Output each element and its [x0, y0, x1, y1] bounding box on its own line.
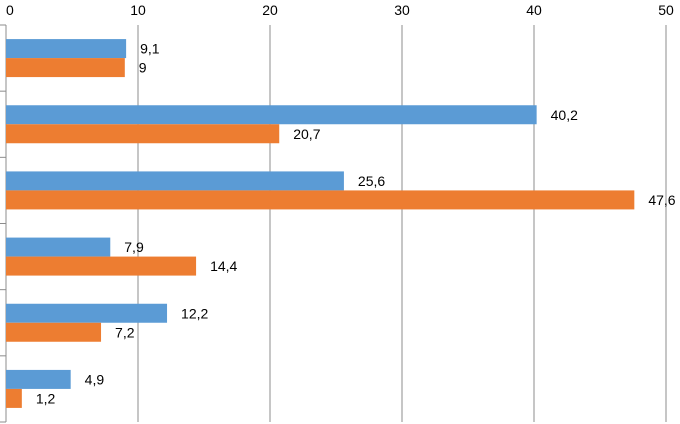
x-tick-label: 20: [262, 2, 278, 18]
bar-series-1-category-3: [6, 171, 344, 191]
bar-series-2-category-4: [6, 256, 197, 276]
data-labels: 9,1 9 40,2 20,7 25,6 47,6 7,9 14,4 12,2 7,2 4,9 1,2: [36, 41, 676, 407]
data-label: 9,1: [140, 41, 160, 57]
data-label: 40,2: [551, 107, 578, 123]
x-tick-label: 10: [130, 2, 146, 18]
x-tick-label: 50: [658, 2, 674, 18]
data-label: 14,4: [210, 258, 237, 274]
data-label: 7,9: [124, 239, 144, 255]
data-label: 25,6: [358, 173, 385, 189]
bar-series-2-category-6: [6, 388, 22, 408]
gridlines: [137, 25, 667, 422]
data-label: 4,9: [85, 371, 105, 387]
data-label: 20,7: [293, 126, 320, 142]
tick-labels: 0 10 20 30 40 50: [6, 2, 674, 18]
x-tick-label: 0: [6, 2, 14, 18]
data-label: 12,2: [181, 305, 208, 321]
bar-series-2-category-5: [6, 322, 102, 342]
data-label: 9: [139, 60, 147, 76]
axes: [0, 24, 7, 423]
x-tick-label: 40: [526, 2, 542, 18]
bar-series-1-category-6: [6, 369, 71, 389]
bar-series-1-category-4: [6, 237, 111, 257]
bar-series-2-category-3: [6, 190, 635, 210]
bar-series-1-category-5: [6, 303, 168, 323]
data-label: 7,2: [115, 324, 135, 340]
data-label: 47,6: [648, 192, 675, 208]
data-label: 1,2: [36, 390, 56, 406]
bar-series-2-category-2: [6, 124, 280, 144]
x-tick-label: 30: [394, 2, 410, 18]
bars: [6, 39, 635, 408]
bar-series-2-category-1: [6, 58, 125, 78]
bar-series-1-category-1: [6, 39, 127, 59]
bar-series-1-category-2: [6, 105, 537, 125]
